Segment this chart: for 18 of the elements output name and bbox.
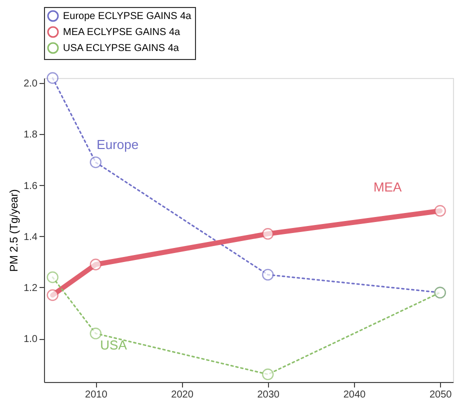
legend-label: Europe ECLYPSE GAINS 4a [63,11,192,22]
x-tick-label: 2050 [429,390,452,400]
annotation: USA [100,338,128,353]
legend-label: MEA ECLYPSE GAINS 4a [63,27,181,38]
x-tick-label: 2030 [257,390,280,400]
y-tick-label: 2.0 [24,78,38,90]
annotation: MEA [373,179,402,194]
legend-label: USA ECLYPSE GAINS 4a [63,43,180,54]
x-tick-label: 2040 [343,390,366,400]
y-tick-label: 1.2 [24,282,38,294]
x-tick-label: 2010 [85,390,108,400]
y-axis-title: PM 2.5 (Tg/year) [8,189,21,272]
y-tick-label: 1.0 [24,334,38,346]
y-tick-label: 1.6 [24,180,38,192]
y-tick-label: 1.4 [24,232,38,243]
x-tick-label: 2020 [171,390,194,400]
y-tick-label: 1.8 [24,130,38,141]
annotation: Europe [96,136,139,152]
